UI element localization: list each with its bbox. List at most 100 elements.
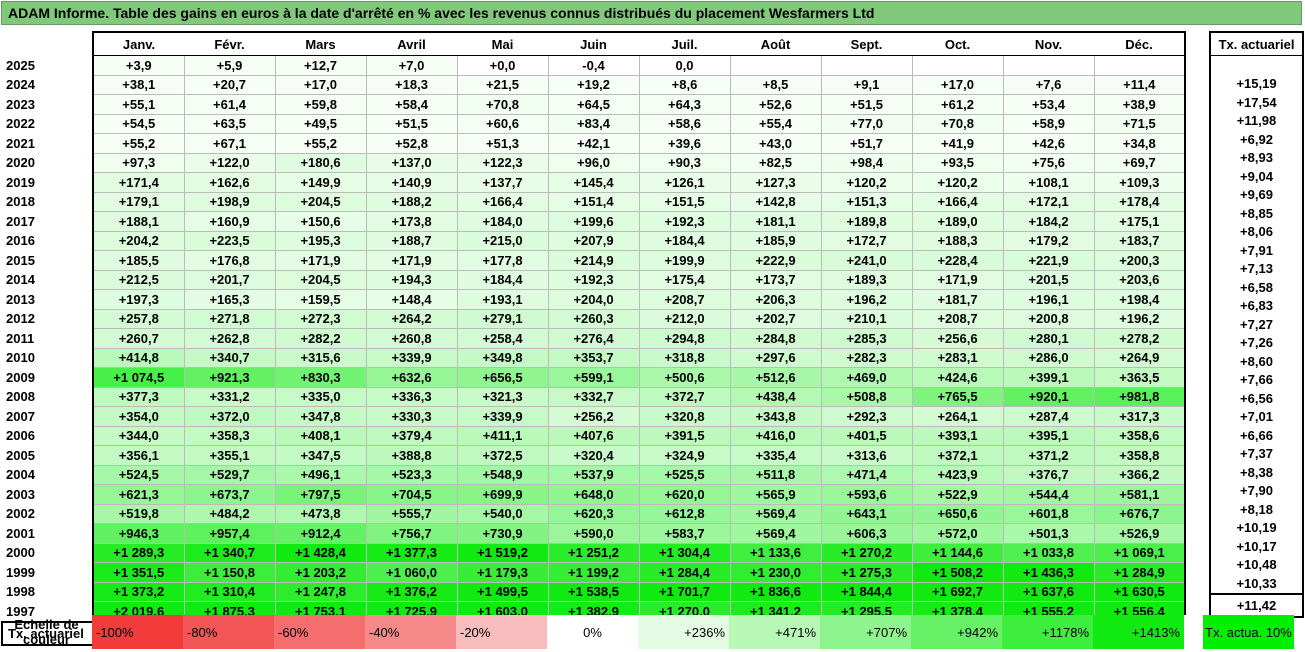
color-scale-swatch: -20% (456, 615, 547, 649)
gain-cell: +175,4 (638, 269, 731, 290)
gain-cell: +222,9 (729, 250, 822, 271)
row-year: 2020 (2, 153, 93, 173)
color-scale-swatch: +942% (911, 615, 1002, 649)
gain-cell: +140,9 (365, 172, 458, 193)
actuarial-cell: +9,04 (1209, 167, 1304, 186)
actuarial-cell: +8,93 (1209, 148, 1304, 167)
gain-cell: +285,3 (820, 328, 913, 349)
gain-cell: +555,7 (365, 503, 458, 524)
gain-cell: +673,7 (183, 484, 276, 505)
gain-cell: +49,5 (274, 113, 367, 134)
actuarial-cell: +7,26 (1209, 333, 1304, 352)
actuarial-row: +7,37 (1209, 444, 1304, 463)
gain-cell: +166,4 (456, 191, 549, 212)
gain-cell: +188,2 (365, 191, 458, 212)
gain-cell: +372,1 (911, 445, 1004, 466)
gain-cell: +1 637,6 (1002, 581, 1095, 602)
gain-cell: +192,3 (638, 211, 731, 232)
gain-cell: +356,1 (92, 445, 185, 466)
gain-cell: +67,1 (183, 133, 276, 154)
gain-cell: +58,6 (638, 113, 731, 134)
gain-cell: +173,7 (729, 269, 822, 290)
gain-cell: +287,4 (1002, 406, 1095, 427)
actuarial-cell: +10,19 (1209, 518, 1304, 537)
gain-cell: +189,0 (911, 211, 1004, 232)
actuarial-row: +17,54 (1209, 93, 1304, 112)
gains-table: Janv. Févr. Mars Avril Mai Juin Juil. Août Sept.… (1, 31, 1186, 646)
gain-cell: +330,3 (365, 406, 458, 427)
gain-cell: +407,6 (547, 425, 640, 446)
row-year: 2021 (2, 133, 93, 153)
gain-cell: +512,6 (729, 367, 822, 388)
gain-cell: +282,3 (820, 347, 913, 368)
actuarial-cell: +17,54 (1209, 93, 1304, 112)
gain-cell: +830,3 (274, 367, 367, 388)
color-scale-swatch: -40% (365, 615, 456, 649)
gain-cell: +204,5 (274, 191, 367, 212)
gain-cell: +537,9 (547, 464, 640, 485)
gain-cell: +260,3 (547, 308, 640, 329)
gain-cell: +318,8 (638, 347, 731, 368)
gain-cell: +159,5 (274, 289, 367, 310)
gain-cell (1093, 55, 1186, 76)
gain-cell: +416,0 (729, 425, 822, 446)
actuarial-row: +10,48 (1209, 555, 1304, 574)
gain-cell: +347,8 (274, 406, 367, 427)
gain-cell: +1 133,6 (729, 542, 822, 563)
gain-cell: +160,9 (183, 211, 276, 232)
gain-cell: +292,3 (820, 406, 913, 427)
gain-cell: +53,4 (1002, 94, 1095, 115)
row-year: 2004 (2, 465, 93, 485)
actuarial-legend-swatch: Tx. actua. 10% (1203, 615, 1294, 649)
gain-cell: +797,5 (274, 484, 367, 505)
gain-cell: +957,4 (183, 523, 276, 544)
gain-cell: +372,5 (456, 445, 549, 466)
gain-cell: +201,7 (183, 269, 276, 290)
row-year: 2005 (2, 445, 93, 465)
gain-cell: +122,3 (456, 152, 549, 173)
gain-cell: +1 289,3 (92, 542, 185, 563)
gain-cell: +199,6 (547, 211, 640, 232)
gain-cell: +264,1 (911, 406, 1004, 427)
gain-cell: +358,3 (183, 425, 276, 446)
gain-cell: +363,5 (1093, 367, 1186, 388)
gain-cell: +620,3 (547, 503, 640, 524)
gain-cell: +271,8 (183, 308, 276, 329)
gain-cell: +340,7 (183, 347, 276, 368)
gain-cell: +1 284,9 (1093, 562, 1186, 583)
actuarial-cell: +11,98 (1209, 111, 1304, 130)
month-header-1: Févr. (184, 31, 275, 56)
gain-cell: +178,4 (1093, 191, 1186, 212)
actuarial-cell: +7,66 (1209, 370, 1304, 389)
gain-cell: +256,2 (547, 406, 640, 427)
gain-cell: +9,1 (820, 74, 913, 95)
row-year: 2010 (2, 348, 93, 368)
gain-cell: +165,3 (183, 289, 276, 310)
gain-cell: +214,9 (547, 250, 640, 271)
color-scale-swatch: +236% (638, 615, 729, 649)
gain-cell: +1 150,8 (183, 562, 276, 583)
gain-cell: +207,9 (547, 230, 640, 251)
gain-cell: +200,3 (1093, 250, 1186, 271)
gain-cell: +1 340,7 (183, 542, 276, 563)
actuarial-cell: +6,56 (1209, 389, 1304, 408)
gain-cell: +315,6 (274, 347, 367, 368)
gain-cell: +70,8 (456, 94, 549, 115)
gain-cell: +122,0 (183, 152, 276, 173)
gain-cell: +1 519,2 (456, 542, 549, 563)
month-header-0: Janv. (92, 31, 184, 56)
color-scale-legend: Echelle de couleur -100% -80% -60% -40% -20%… (1, 615, 1294, 649)
gain-cell: +258,4 (456, 328, 549, 349)
gain-cell: +1 144,6 (911, 542, 1004, 563)
gain-cell: +179,2 (1002, 230, 1095, 251)
gain-cell: +523,3 (365, 464, 458, 485)
gain-cell: +59,8 (274, 94, 367, 115)
row-year: 2015 (2, 250, 93, 270)
row-year: 2022 (2, 114, 93, 134)
gain-cell: +324,9 (638, 445, 731, 466)
gain-cell: +188,7 (365, 230, 458, 251)
gain-cell: +279,1 (456, 308, 549, 329)
table-row: 2003 +621,3 +673,7 +797,5 +704,5 +699,9 +648,0… (2, 484, 1186, 505)
gain-cell: -0,4 (547, 55, 640, 76)
gain-cell: +1 499,5 (456, 581, 549, 602)
